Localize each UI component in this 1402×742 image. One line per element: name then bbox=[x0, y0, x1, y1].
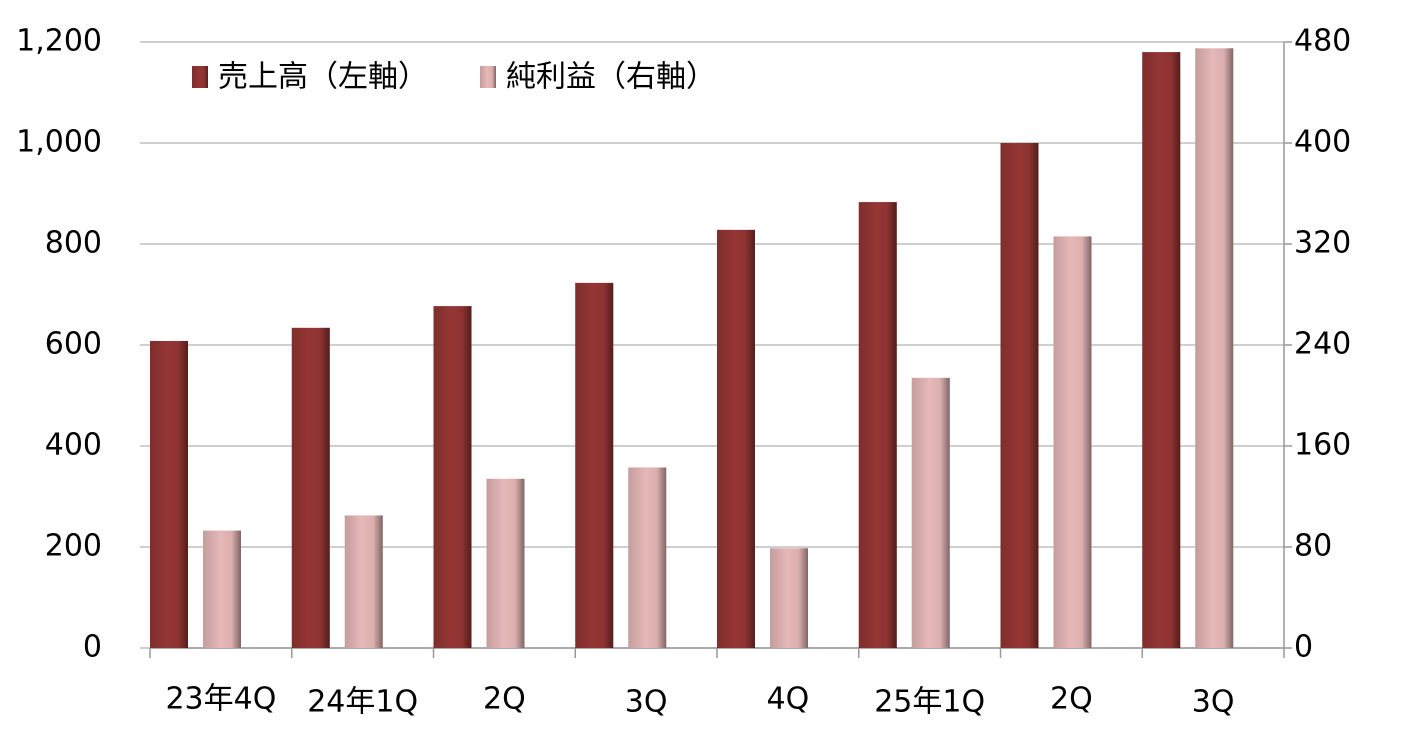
y-tick-label: 200 bbox=[45, 529, 102, 564]
y-tick-label: 800 bbox=[45, 226, 102, 261]
x-tick-label: 23年4Q bbox=[165, 682, 276, 717]
bar-shade bbox=[150, 340, 188, 648]
bar-shade bbox=[575, 282, 614, 648]
bar-shade bbox=[911, 377, 950, 648]
y2-tick-label: 80 bbox=[1294, 529, 1332, 564]
bar-shade bbox=[344, 515, 383, 648]
y-tick-label: 0 bbox=[83, 630, 102, 665]
legend-shade bbox=[192, 66, 208, 88]
legend-label: 売上高（左軸） bbox=[218, 60, 428, 95]
y2-tick-label: 160 bbox=[1294, 428, 1351, 463]
x-tick-label: 3Q bbox=[625, 685, 668, 720]
x-tick-label: 2Q bbox=[1050, 682, 1093, 717]
y-tick-label: 600 bbox=[45, 327, 102, 362]
x-tick-label: 25年1Q bbox=[874, 685, 985, 720]
bar-shade bbox=[1195, 48, 1234, 648]
y2-tick-label: 320 bbox=[1294, 226, 1351, 261]
y2-tick-label: 480 bbox=[1294, 24, 1351, 59]
bar-shade bbox=[1142, 52, 1181, 649]
bar-shade bbox=[1000, 143, 1039, 648]
x-tick-label: 2Q bbox=[483, 682, 526, 717]
legend-shade bbox=[480, 66, 496, 88]
bar-shade bbox=[1053, 236, 1092, 649]
bar-shade bbox=[717, 229, 755, 649]
x-tick-label: 4Q bbox=[767, 682, 810, 717]
y2-tick-label: 400 bbox=[1294, 125, 1351, 160]
x-tick-label: 24年1Q bbox=[307, 685, 418, 720]
y-tick-label: 400 bbox=[45, 428, 102, 463]
bar-shade bbox=[433, 306, 472, 648]
bar-shade bbox=[291, 327, 330, 648]
bar-shade bbox=[628, 467, 667, 648]
bar-shade bbox=[203, 530, 241, 648]
y2-tick-label: 0 bbox=[1294, 630, 1313, 665]
bar-shade bbox=[486, 478, 525, 648]
y2-tick-label: 240 bbox=[1294, 327, 1351, 362]
legend-label: 純利益（右軸） bbox=[506, 60, 716, 95]
y-tick-label: 1,200 bbox=[16, 24, 102, 59]
bar-shade bbox=[770, 548, 808, 648]
y-tick-label: 1,000 bbox=[16, 125, 102, 160]
bar-shade bbox=[858, 202, 897, 648]
x-tick-label: 3Q bbox=[1192, 685, 1235, 720]
